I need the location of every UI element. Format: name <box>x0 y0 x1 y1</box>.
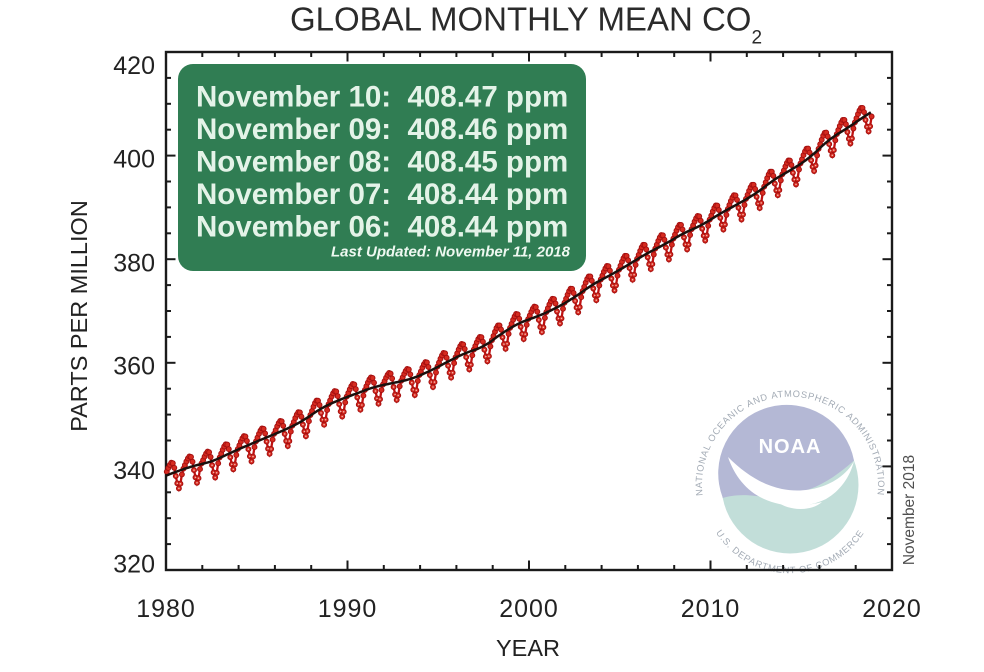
svg-text:400: 400 <box>113 145 155 173</box>
svg-text:420: 420 <box>113 52 155 80</box>
svg-text:November 09: 408.46 ppm: November 09: 408.46 ppm <box>196 113 568 146</box>
svg-text:1990: 1990 <box>318 595 378 623</box>
svg-text:360: 360 <box>113 352 155 380</box>
svg-text:November 08: 408.45 ppm: November 08: 408.45 ppm <box>196 146 568 179</box>
svg-text:PARTS PER MILLION: PARTS PER MILLION <box>66 200 92 432</box>
svg-text:320: 320 <box>113 550 155 578</box>
svg-text:1980: 1980 <box>136 595 196 623</box>
svg-text:NOAA: NOAA <box>759 436 822 458</box>
svg-text:November 06: 408.44 ppm: November 06: 408.44 ppm <box>196 211 568 244</box>
svg-text:November 2018: November 2018 <box>901 455 918 565</box>
svg-text:Last Updated: November 11, 201: Last Updated: November 11, 2018 <box>331 244 571 261</box>
svg-text:YEAR: YEAR <box>496 635 560 661</box>
svg-text:380: 380 <box>113 249 155 277</box>
svg-text:November 07: 408.44 ppm: November 07: 408.44 ppm <box>196 178 568 211</box>
svg-text:November 10: 408.47 ppm: November 10: 408.47 ppm <box>196 81 568 114</box>
svg-text:340: 340 <box>113 457 155 485</box>
svg-text:2000: 2000 <box>499 595 559 623</box>
svg-text:2010: 2010 <box>681 595 741 623</box>
svg-text:2020: 2020 <box>862 595 922 623</box>
